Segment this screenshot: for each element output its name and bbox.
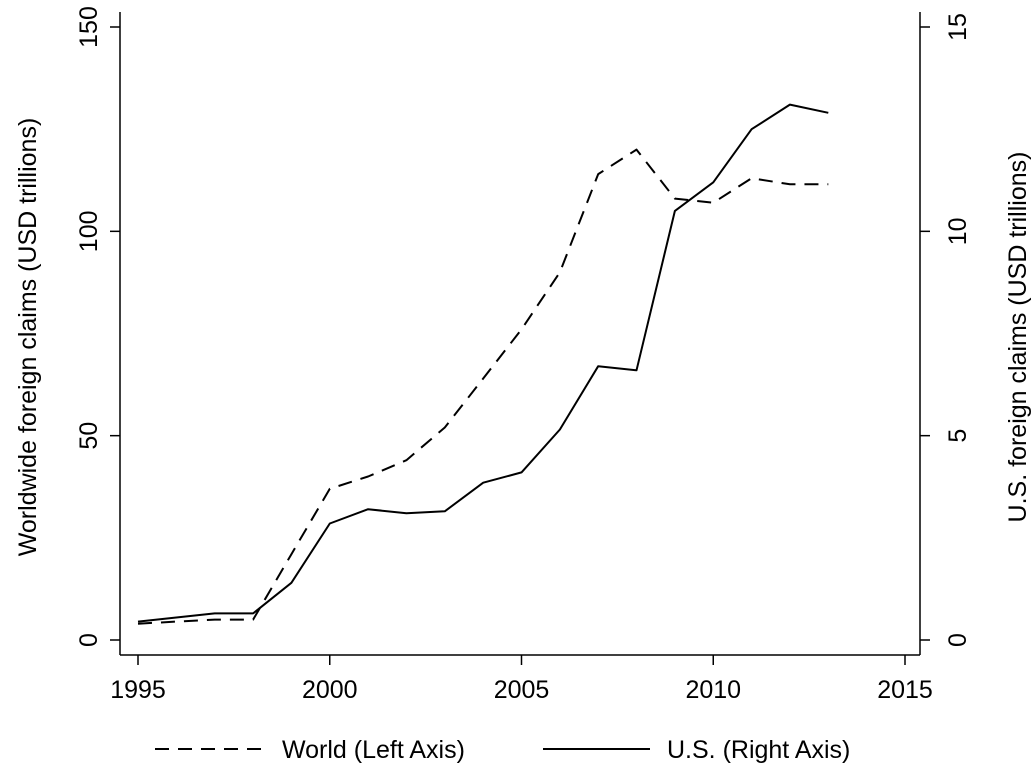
left-y-axis-title: Worldwide foreign claims (USD trillions): [14, 118, 42, 557]
right-y-axis-ticks: 0 5 10 15: [920, 13, 972, 647]
x-tick-label: 2000: [302, 676, 358, 704]
x-tick-label: 2015: [877, 676, 933, 704]
legend-label-world: World (Left Axis): [282, 736, 465, 764]
legend-label-us: U.S. (Right Axis): [667, 736, 850, 764]
series-line-world: [137, 148, 829, 625]
right-y-tick-label: 10: [944, 217, 972, 245]
right-y-tick-label: 5: [944, 429, 972, 443]
x-axis-ticks: 1995 2000 2005 2010 2015: [110, 655, 933, 704]
series-lines: [137, 103, 829, 625]
x-tick-label: 2005: [494, 676, 550, 704]
legend: World (Left Axis) U.S. (Right Axis): [155, 736, 850, 764]
right-y-axis-title: U.S. foreign claims (USD trillions): [1004, 152, 1032, 523]
left-y-tick-label: 50: [75, 422, 103, 450]
left-y-tick-label: 150: [75, 6, 103, 48]
right-y-tick-label: 0: [944, 633, 972, 647]
x-tick-label: 2010: [685, 676, 741, 704]
series-line-us: [137, 103, 829, 623]
left-y-axis-ticks: 0 50 100 150: [75, 6, 120, 647]
right-y-tick-label: 15: [944, 13, 972, 41]
left-y-tick-label: 100: [75, 210, 103, 252]
x-tick-label: 1995: [110, 676, 166, 704]
left-y-tick-label: 0: [75, 633, 103, 647]
